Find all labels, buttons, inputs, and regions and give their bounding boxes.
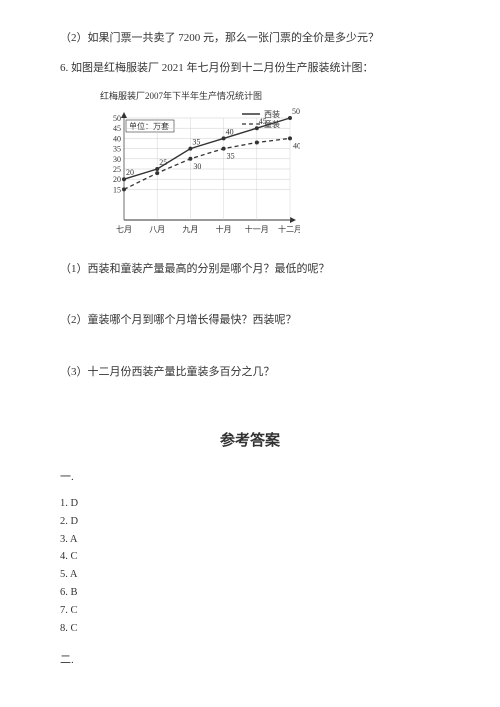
sub-question-2: （2）童装哪个月到哪个月增长得最快？西装呢？: [60, 312, 440, 330]
svg-text:50: 50: [113, 114, 121, 123]
svg-text:七月: 七月: [116, 225, 132, 234]
sub-question-3: （3）十二月份西装产量比童装多百分之几？: [60, 364, 440, 382]
svg-text:30: 30: [193, 161, 201, 170]
svg-text:20: 20: [113, 175, 121, 184]
section-one-label: 一.: [60, 469, 440, 487]
svg-text:九月: 九月: [182, 225, 198, 234]
svg-text:30: 30: [113, 154, 121, 163]
svg-text:45: 45: [259, 117, 267, 126]
answer-item: 4. C: [60, 548, 440, 566]
svg-text:25: 25: [113, 165, 121, 174]
chart-title: 红梅服装厂2007年下半年生产情况统计图: [100, 89, 440, 103]
answer-item: 6. B: [60, 584, 440, 602]
svg-text:40: 40: [293, 141, 300, 150]
svg-text:25: 25: [159, 158, 167, 167]
answer-item: 2. D: [60, 513, 440, 531]
svg-text:八月: 八月: [149, 225, 165, 234]
question-q6: 6. 如图是红梅服装厂 2021 年七月份到十二月份生产服装统计图：: [60, 60, 440, 78]
answer-item: 1. D: [60, 495, 440, 513]
answer-item: 7. C: [60, 602, 440, 620]
svg-text:50: 50: [292, 108, 300, 116]
svg-text:40: 40: [226, 127, 234, 136]
answer-item: 3. A: [60, 531, 440, 549]
answer-heading: 参考答案: [60, 429, 440, 453]
answer-list: 1. D2. D3. A4. C5. A6. B7. C8. C: [60, 495, 440, 638]
chart-container: 红梅服装厂2007年下半年生产情况统计图 单位：万套西装童装1520253035…: [100, 89, 440, 242]
svg-text:20: 20: [126, 168, 134, 177]
line-chart: 单位：万套西装童装1520253035404550七月八月九月十月十一月十二月2…: [100, 108, 300, 243]
svg-text:十二月: 十二月: [278, 224, 300, 234]
svg-text:十月: 十月: [216, 224, 232, 234]
sub-question-1: （1）西装和童装产量最高的分别是哪个月？最低的呢？: [60, 261, 440, 279]
svg-text:40: 40: [113, 134, 121, 143]
answer-item: 5. A: [60, 566, 440, 584]
svg-text:45: 45: [113, 124, 121, 133]
svg-text:15: 15: [113, 185, 121, 194]
svg-text:35: 35: [227, 151, 235, 160]
svg-text:单位：万套: 单位：万套: [129, 121, 169, 131]
svg-text:十一月: 十一月: [245, 224, 269, 234]
answer-item: 8. C: [60, 620, 440, 638]
question-q2: （2）如果门票一共卖了 7200 元，那么一张门票的全价是多少元？: [60, 30, 440, 48]
svg-text:35: 35: [113, 144, 121, 153]
section-two-label: 二.: [60, 652, 440, 670]
svg-text:35: 35: [192, 137, 200, 146]
